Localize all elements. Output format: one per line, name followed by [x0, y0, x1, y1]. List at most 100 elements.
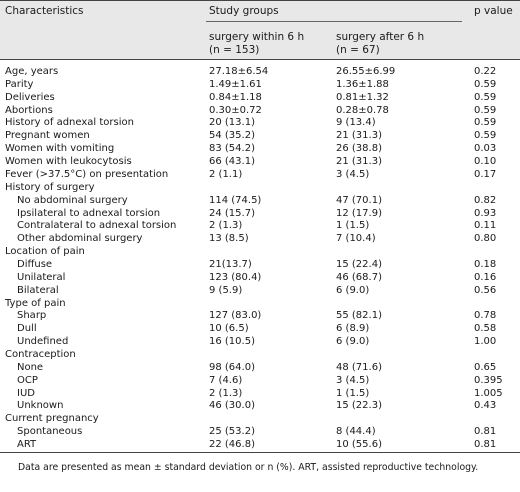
row-p-value: 0.17 [474, 168, 497, 180]
header-bottom-rule [0, 59, 520, 60]
row-label: Abortions [5, 104, 53, 116]
row-p-value: 1.00 [474, 336, 497, 348]
row-label: Bilateral [17, 284, 59, 296]
row-value-group1: 20 (13.1) [209, 117, 255, 129]
row-p-value: 0.93 [474, 207, 497, 219]
top-rule [0, 0, 520, 1]
row-label: Women with leukocytosis [5, 156, 132, 167]
table-header-band [0, 0, 520, 59]
row-value-group1: 25 (53.2) [209, 426, 255, 438]
row-label: Unknown [17, 400, 64, 412]
row-value-group1: 114 (74.5) [209, 194, 262, 206]
row-label: Diffuse [17, 258, 53, 270]
row-label: Parity [5, 78, 34, 90]
study-groups-rule [206, 21, 462, 22]
row-label: Ipsilateral to adnexal torsion [17, 207, 161, 219]
row-p-value: 0.82 [474, 194, 497, 206]
row-p-value: 0.10 [474, 156, 497, 167]
row-value-group1: 21(13.7) [209, 258, 252, 270]
row-value-group1: 16 (10.5) [209, 336, 255, 348]
row-value-group1: 54 (35.2) [209, 130, 255, 142]
table-bottom-rule [0, 452, 520, 453]
row-p-value: 0.65 [474, 361, 497, 373]
row-p-value: 0.59 [474, 78, 497, 90]
row-value-group2: 10 (55.6) [336, 438, 382, 450]
row-p-value: 0.56 [474, 284, 497, 296]
row-p-value: 0.11 [474, 220, 497, 232]
row-value-group2: 1.36±1.88 [336, 78, 389, 90]
row-value-group2: 1 (1.5) [336, 220, 370, 232]
row-p-value: 0.59 [474, 117, 497, 129]
row-label: Location of pain [5, 246, 85, 257]
row-value-group2: 6 (8.9) [336, 323, 370, 335]
row-value-group1: 0.84±1.18 [209, 91, 262, 103]
column-header-study-groups: Study groups [209, 5, 279, 17]
row-value-group1: 2 (1.3) [209, 387, 243, 399]
row-p-value: 0.43 [474, 400, 497, 412]
group2-header: surgery after 6 h [336, 31, 425, 43]
row-p-value: 0.59 [474, 91, 497, 103]
row-value-group2: 7 (10.4) [336, 233, 376, 245]
row-value-group1: 2 (1.3) [209, 220, 243, 232]
row-label: None [17, 361, 44, 373]
group1-header: surgery within 6 h [209, 31, 305, 43]
row-label: Age, years [5, 66, 59, 77]
column-header-p-value: p value [474, 5, 513, 17]
group1-n: (n = 153) [209, 44, 260, 56]
row-label: No abdominal surgery [17, 194, 128, 206]
row-label: Undefined [17, 336, 69, 348]
group2-n: (n = 67) [336, 44, 380, 56]
row-value-group1: 123 (80.4) [209, 271, 262, 283]
row-value-group2: 6 (9.0) [336, 284, 370, 296]
row-value-group2: 9 (13.4) [336, 117, 376, 129]
row-value-group1: 98 (64.0) [209, 361, 255, 373]
row-value-group2: 3 (4.5) [336, 374, 370, 386]
row-value-group2: 0.81±1.32 [336, 91, 389, 103]
row-value-group2: 6 (9.0) [336, 336, 370, 348]
row-p-value: 0.81 [474, 438, 497, 450]
row-label: Women with vomiting [5, 143, 115, 155]
row-label: IUD [17, 387, 35, 399]
row-p-value: 0.16 [474, 271, 497, 283]
row-value-group1: 13 (8.5) [209, 233, 249, 245]
row-label: Spontaneous [17, 426, 83, 438]
row-value-group2: 26 (38.8) [336, 143, 382, 155]
row-value-group2: 8 (44.4) [336, 426, 376, 438]
row-value-group1: 7 (4.6) [209, 374, 243, 386]
row-value-group1: 9 (5.9) [209, 284, 243, 296]
row-label: Contraception [5, 348, 76, 360]
row-value-group1: 66 (43.1) [209, 156, 255, 167]
row-value-group2: 15 (22.4) [336, 258, 382, 270]
row-label: ART [17, 438, 37, 450]
row-value-group2: 0.28±0.78 [336, 104, 389, 116]
column-header-characteristics: Characteristics [5, 5, 84, 17]
row-label: Type of pain [5, 297, 66, 309]
row-p-value: 0.59 [474, 130, 497, 142]
row-label: Dull [17, 323, 37, 335]
table-footnote: Data are presented as mean ± standard de… [18, 462, 479, 473]
row-p-value: 0.78 [474, 310, 497, 322]
row-value-group1: 0.30±0.72 [209, 104, 262, 116]
row-label: History of surgery [5, 181, 95, 193]
row-value-group2: 26.55±6.99 [336, 66, 396, 77]
row-p-value: 0.59 [474, 104, 497, 116]
row-label: Deliveries [5, 91, 55, 103]
row-label: OCP [17, 374, 38, 386]
row-label: Sharp [17, 310, 47, 322]
row-label: Pregnant women [5, 130, 90, 142]
row-value-group2: 55 (82.1) [336, 310, 382, 322]
row-p-value: 0.03 [474, 143, 497, 155]
row-label: Current pregnancy [5, 413, 99, 425]
row-label: Other abdominal surgery [17, 233, 143, 245]
row-value-group2: 47 (70.1) [336, 194, 382, 206]
row-value-group2: 21 (31.3) [336, 156, 382, 167]
row-p-value: 0.18 [474, 258, 497, 270]
row-label: Contralateral to adnexal torsion [17, 220, 177, 232]
row-value-group1: 83 (54.2) [209, 143, 255, 155]
row-value-group2: 46 (68.7) [336, 271, 382, 283]
row-label: History of adnexal torsion [5, 117, 134, 129]
row-p-value: 0.22 [474, 66, 497, 77]
row-label: Unilateral [17, 271, 66, 283]
